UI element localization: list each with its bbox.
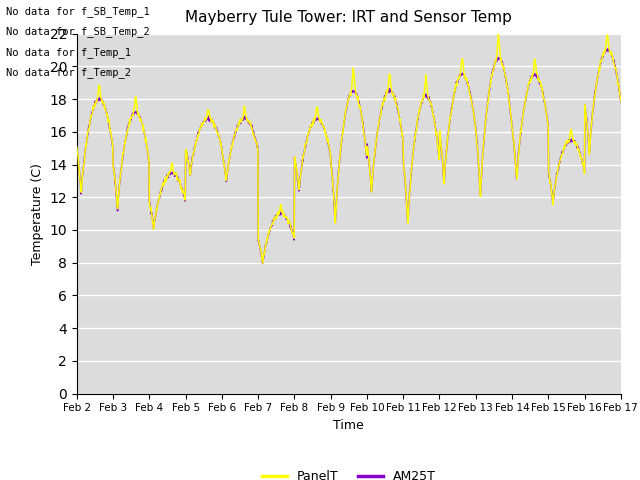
Title: Mayberry Tule Tower: IRT and Sensor Temp: Mayberry Tule Tower: IRT and Sensor Temp [186, 11, 512, 25]
Y-axis label: Temperature (C): Temperature (C) [31, 163, 44, 264]
Text: No data for f_Temp_1: No data for f_Temp_1 [6, 47, 131, 58]
X-axis label: Time: Time [333, 419, 364, 432]
Text: No data for f_SB_Temp_2: No data for f_SB_Temp_2 [6, 26, 150, 37]
Text: No data for f_Temp_2: No data for f_Temp_2 [6, 67, 131, 78]
Text: No data for f_SB_Temp_1: No data for f_SB_Temp_1 [6, 6, 150, 17]
Legend: PanelT, AM25T: PanelT, AM25T [257, 465, 440, 480]
